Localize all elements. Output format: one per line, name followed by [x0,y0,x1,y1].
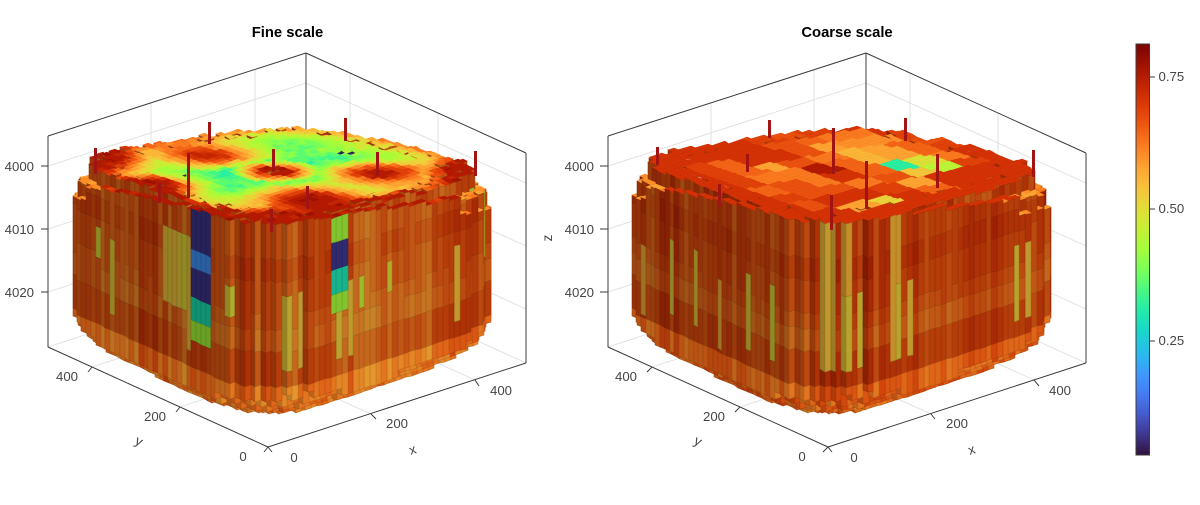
svg-text:0: 0 [850,450,857,465]
svg-text:0: 0 [798,449,805,464]
svg-text:400: 400 [490,383,512,398]
svg-text:Coarse scale: Coarse scale [801,25,892,41]
svg-text:4010: 4010 [5,222,34,237]
svg-text:4000: 4000 [5,159,34,174]
svg-text:4020: 4020 [565,285,594,300]
svg-text:4020: 4020 [5,285,34,300]
svg-text:0: 0 [290,450,297,465]
svg-text:z: z [540,234,555,241]
svg-text:200: 200 [386,416,408,431]
svg-text:0.75: 0.75 [1159,69,1185,84]
svg-text:x: x [407,441,418,457]
svg-text:400: 400 [615,369,637,384]
svg-text:200: 200 [946,416,968,431]
svg-text:4010: 4010 [565,222,594,237]
svg-text:x: x [966,441,977,457]
svg-text:200: 200 [703,409,725,424]
svg-text:Fine scale: Fine scale [252,25,324,41]
svg-text:200: 200 [144,409,166,424]
svg-text:0: 0 [239,449,246,464]
svg-text:400: 400 [1049,383,1071,398]
svg-text:4000: 4000 [565,159,594,174]
svg-text:0.25: 0.25 [1159,333,1185,348]
svg-text:0.50: 0.50 [1159,201,1185,216]
svg-text:400: 400 [56,369,78,384]
